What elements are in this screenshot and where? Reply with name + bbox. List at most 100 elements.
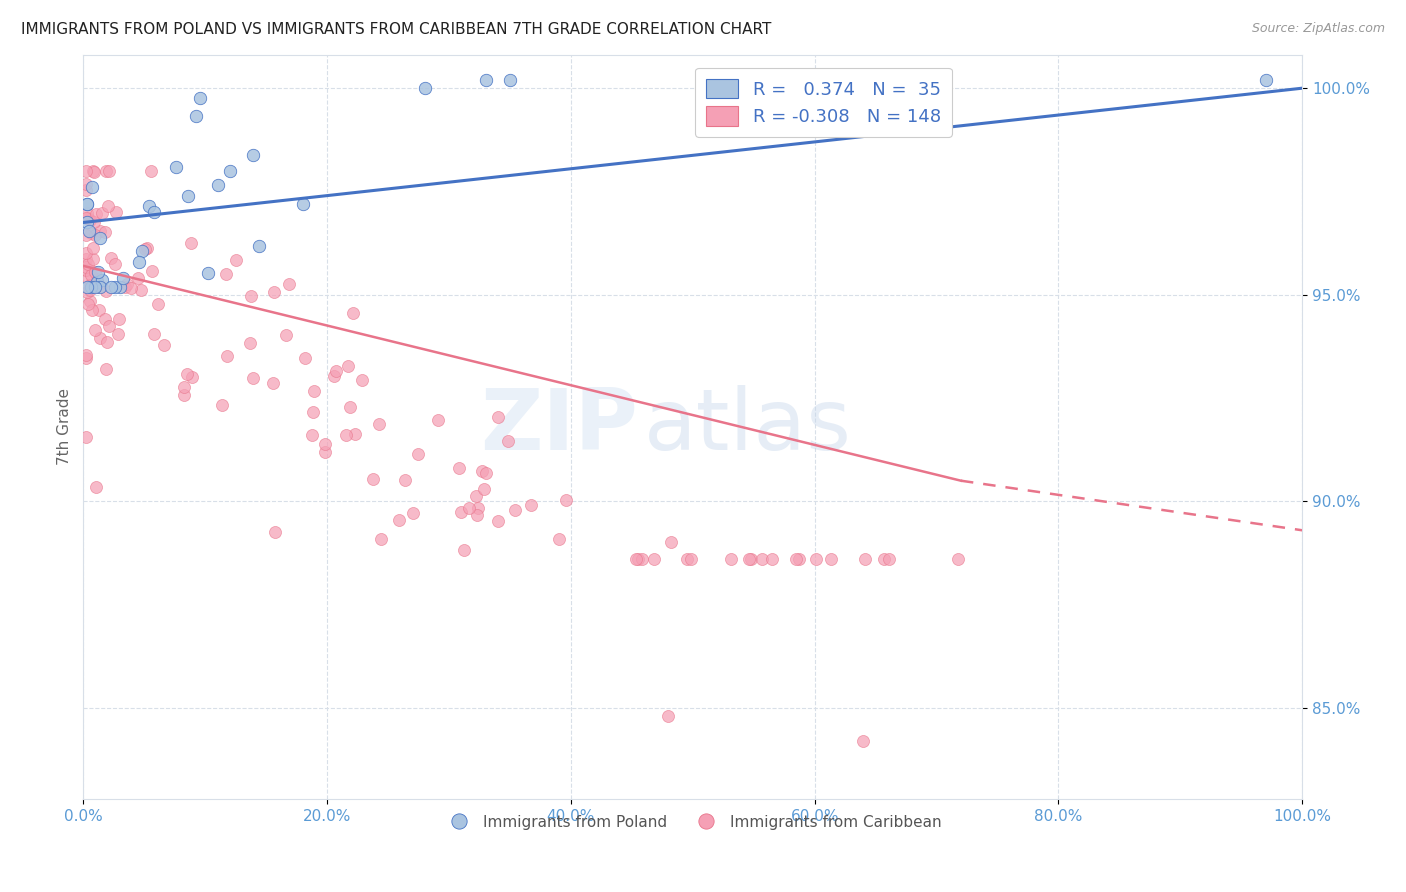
Point	[77, 211, 100, 226]
Point	[450, 505, 472, 519]
Point	[180, 236, 202, 251]
Point	[1254, 73, 1277, 87]
Point	[554, 492, 576, 507]
Point	[83, 165, 105, 179]
Point	[877, 552, 900, 566]
Point	[197, 266, 219, 280]
Point	[302, 405, 325, 419]
Point	[474, 466, 496, 480]
Point	[738, 552, 761, 566]
Point	[342, 306, 364, 320]
Point	[79, 212, 101, 227]
Point	[75, 430, 97, 444]
Point	[367, 417, 389, 431]
Point	[108, 279, 131, 293]
Point	[278, 277, 301, 292]
Point	[207, 178, 229, 192]
Point	[325, 364, 347, 378]
Point	[394, 473, 416, 487]
Point	[76, 197, 98, 211]
Point	[114, 280, 136, 294]
Point	[946, 552, 969, 566]
Point	[142, 326, 165, 341]
Point	[274, 327, 297, 342]
Point	[76, 270, 98, 285]
Point	[76, 279, 98, 293]
Legend: Immigrants from Poland, Immigrants from Caribbean: Immigrants from Poland, Immigrants from …	[437, 808, 948, 836]
Point	[413, 81, 436, 95]
Point	[84, 227, 107, 242]
Point	[94, 225, 117, 239]
Point	[138, 199, 160, 213]
Point	[264, 525, 287, 540]
Point	[453, 543, 475, 558]
Point	[804, 552, 827, 566]
Point	[96, 284, 118, 298]
Point	[104, 257, 127, 271]
Point	[486, 514, 509, 528]
Point	[225, 253, 247, 268]
Point	[323, 368, 346, 383]
Point	[247, 238, 270, 252]
Point	[370, 532, 392, 546]
Point	[787, 552, 810, 566]
Point	[97, 199, 120, 213]
Point	[94, 164, 117, 178]
Point	[186, 109, 208, 123]
Point	[86, 276, 108, 290]
Point	[820, 552, 842, 566]
Text: atlas: atlas	[644, 385, 852, 468]
Point	[291, 197, 314, 211]
Y-axis label: 7th Grade: 7th Grade	[58, 389, 72, 466]
Point	[87, 265, 110, 279]
Point	[263, 285, 285, 299]
Point	[89, 331, 111, 345]
Point	[75, 164, 97, 178]
Text: Source: ZipAtlas.com: Source: ZipAtlas.com	[1251, 22, 1385, 36]
Point	[631, 552, 654, 566]
Point	[100, 279, 122, 293]
Point	[679, 552, 702, 566]
Point	[314, 437, 336, 451]
Point	[148, 297, 170, 311]
Point	[75, 260, 97, 275]
Point	[659, 535, 682, 549]
Point	[499, 73, 522, 87]
Point	[84, 207, 107, 221]
Point	[751, 552, 773, 566]
Point	[82, 252, 104, 266]
Text: IMMIGRANTS FROM POLAND VS IMMIGRANTS FROM CARIBBEAN 7TH GRADE CORRELATION CHART: IMMIGRANTS FROM POLAND VS IMMIGRANTS FRO…	[21, 22, 772, 37]
Point	[136, 241, 159, 255]
Point	[131, 244, 153, 259]
Point	[471, 464, 494, 478]
Point	[472, 483, 495, 497]
Point	[242, 371, 264, 385]
Point	[785, 552, 807, 566]
Point	[239, 335, 262, 350]
Point	[173, 388, 195, 402]
Point	[519, 498, 541, 512]
Point	[301, 427, 323, 442]
Point	[624, 552, 647, 566]
Point	[89, 279, 111, 293]
Point	[128, 254, 150, 268]
Point	[643, 552, 665, 566]
Point	[84, 279, 107, 293]
Point	[96, 334, 118, 349]
Point	[211, 398, 233, 412]
Point	[80, 226, 103, 240]
Point	[75, 252, 97, 267]
Text: ZIP: ZIP	[479, 385, 638, 468]
Point	[79, 283, 101, 297]
Point	[80, 180, 103, 194]
Point	[761, 552, 783, 566]
Point	[84, 480, 107, 494]
Point	[153, 338, 176, 352]
Point	[165, 160, 187, 174]
Point	[120, 281, 142, 295]
Point	[75, 351, 97, 366]
Point	[80, 279, 103, 293]
Point	[350, 372, 373, 386]
Point	[720, 552, 742, 566]
Point	[339, 401, 361, 415]
